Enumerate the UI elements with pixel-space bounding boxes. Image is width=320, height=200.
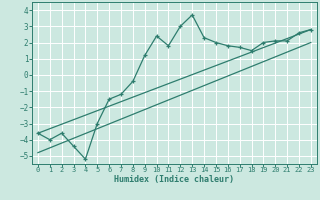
X-axis label: Humidex (Indice chaleur): Humidex (Indice chaleur) (115, 175, 234, 184)
